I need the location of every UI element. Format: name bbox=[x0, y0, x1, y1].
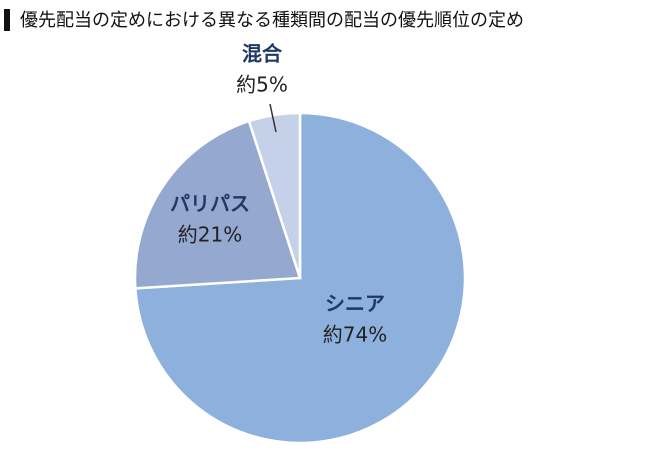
pie-slice bbox=[133, 119, 302, 290]
leader-line bbox=[269, 103, 277, 133]
category-label: パリパス bbox=[170, 192, 250, 216]
title-marker bbox=[4, 9, 10, 31]
pie bbox=[133, 111, 467, 445]
value-label: 約74% bbox=[323, 323, 387, 347]
category-label: 混合 bbox=[242, 42, 283, 66]
pie-slice bbox=[247, 111, 302, 279]
value-label: 約5% bbox=[236, 73, 288, 97]
category-label: シニア bbox=[325, 292, 385, 316]
chart-title: 優先配当の定めにおける異なる種類間の配当の優先順位の定め bbox=[20, 10, 524, 31]
value-label: 約21% bbox=[178, 223, 242, 247]
